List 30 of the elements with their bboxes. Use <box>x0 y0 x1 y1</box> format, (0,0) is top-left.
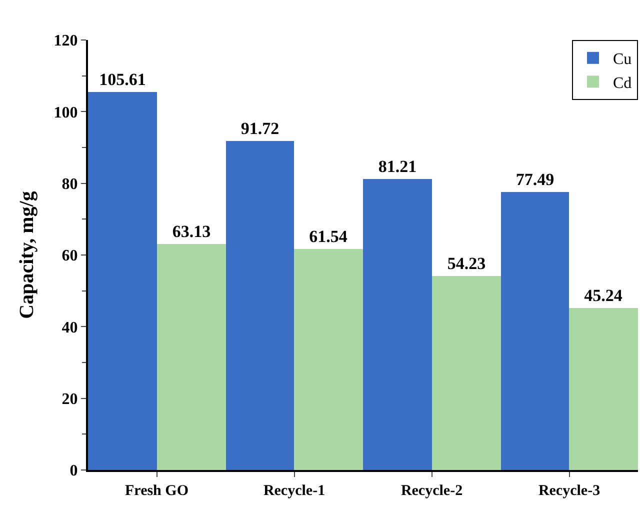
data-label: 61.54 <box>309 227 348 246</box>
y-tick-label: 40 <box>62 319 78 336</box>
bar <box>88 92 157 470</box>
bar <box>569 308 638 470</box>
data-label: 45.24 <box>584 286 623 305</box>
y-tick-label: 60 <box>62 248 78 265</box>
y-tick-label: 120 <box>54 32 78 50</box>
x-tick-label: Recycle-1 <box>263 483 326 499</box>
y-tick-label: 80 <box>62 176 78 193</box>
data-label: 81.21 <box>378 157 417 176</box>
y-tick-label: 0 <box>70 462 78 480</box>
bar <box>432 276 501 470</box>
x-tick-label: Recycle-3 <box>538 483 600 499</box>
bar <box>501 192 569 470</box>
data-label: 77.49 <box>516 170 554 189</box>
y-tick-label: 20 <box>62 390 78 408</box>
data-label: 91.72 <box>240 119 280 138</box>
legend-label: Cu <box>613 51 632 68</box>
data-label: 54.23 <box>447 254 486 273</box>
bar <box>294 249 363 470</box>
y-tick-label: 100 <box>54 104 78 122</box>
bar <box>363 179 432 470</box>
data-label: 63.13 <box>172 222 211 241</box>
bar <box>157 244 226 470</box>
bar <box>226 141 294 470</box>
x-tick-label: Recycle-2 <box>400 483 463 499</box>
data-label: 105.61 <box>99 70 146 89</box>
legend-label: Cd <box>613 74 632 92</box>
x-tick-label: Fresh GO <box>125 483 188 499</box>
y-axis-title: Capacity, mg/g <box>16 191 38 319</box>
